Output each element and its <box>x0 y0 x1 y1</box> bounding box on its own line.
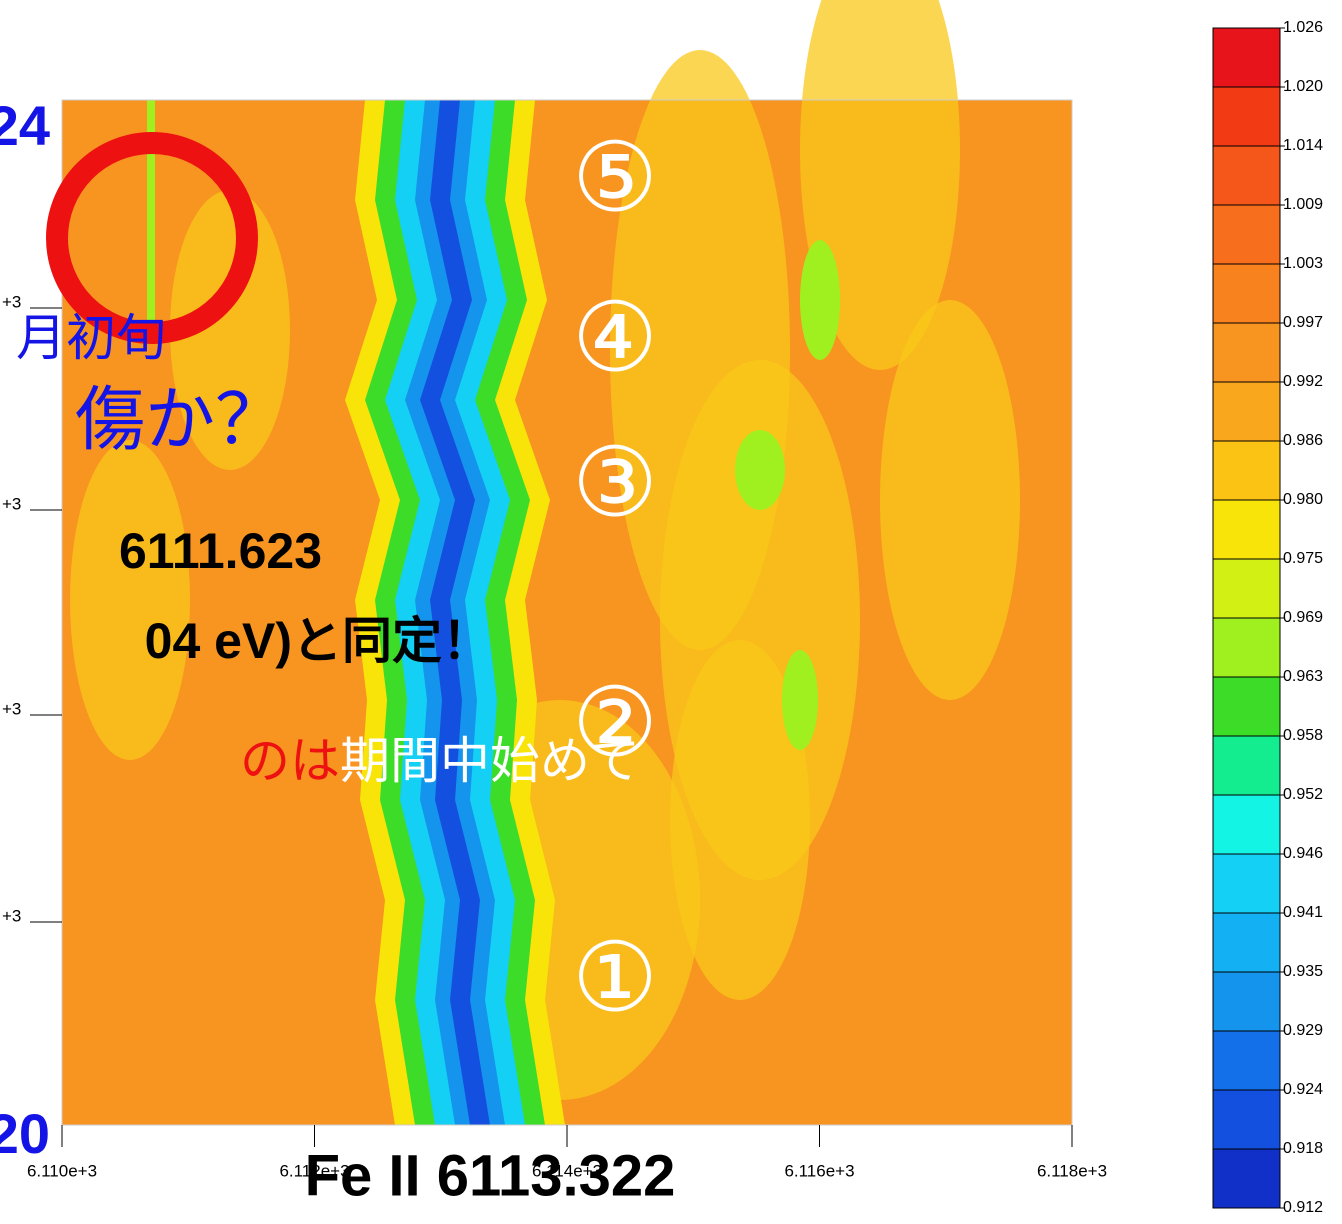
circled-number: ④ <box>572 284 658 391</box>
contour-patch <box>782 650 818 750</box>
colorbar-band <box>1212 794 1281 855</box>
colorbar-band <box>1212 617 1281 678</box>
colorbar-label: 0.918 <box>1283 1140 1323 1157</box>
colorbar-label: 1.020 <box>1283 78 1323 95</box>
contour-band <box>420 100 490 1125</box>
y-tick-label: +3 <box>2 292 21 311</box>
colorbar-band <box>1212 263 1281 324</box>
y-tick-label: +3 <box>2 906 21 925</box>
highlight-circle <box>46 132 258 344</box>
colorbar-label: 0.952 <box>1283 786 1323 803</box>
x-tick-label: 6.114e+3 <box>532 1161 602 1180</box>
top-date: 24 <box>0 94 50 157</box>
colorbar-band <box>1212 735 1281 796</box>
first-white: 期間中始めて <box>340 733 640 789</box>
contour-band <box>405 100 505 1125</box>
contour-field <box>61 0 1073 1126</box>
colorbar-band <box>1212 971 1281 1032</box>
colorbar-band <box>1212 853 1281 914</box>
circled-number: ③ <box>572 429 658 536</box>
y-tick-label: +3 <box>2 494 21 513</box>
colorbar-band <box>1212 86 1281 147</box>
colorbar-label: 0.941 <box>1283 904 1323 921</box>
colorbar-label: 1.003 <box>1283 255 1323 272</box>
colorbar-label: 0.969 <box>1283 609 1323 626</box>
colorbar-label: 0.980 <box>1283 491 1323 508</box>
colorbar-label: 0.912 <box>1283 1199 1323 1216</box>
colorbar-band <box>1212 1089 1281 1150</box>
colorbar-label: 0.924 <box>1283 1081 1323 1098</box>
colorbar-band <box>1212 1030 1281 1091</box>
colorbar-band <box>1212 204 1281 265</box>
contour-patch <box>800 240 840 360</box>
colorbar-band <box>1212 558 1281 619</box>
first-red: のは <box>240 733 340 789</box>
contour-patch <box>147 100 155 330</box>
colorbar-band <box>1212 145 1281 206</box>
colorbar-label: 0.946 <box>1283 845 1323 862</box>
circled-number: ① <box>572 924 658 1031</box>
identified-note: 04 eV)と同定！ <box>145 613 492 669</box>
x-tick-label: 6.116e+3 <box>784 1161 854 1180</box>
colorbar-label: 0.997 <box>1283 314 1323 331</box>
colorbar-band <box>1212 1148 1281 1209</box>
colorbar-label: 1.026 <box>1283 19 1323 36</box>
contour-patch <box>880 300 1020 700</box>
contour-patch <box>800 0 960 370</box>
colorbar-band <box>1212 322 1281 383</box>
colorbar-band <box>1212 27 1281 88</box>
bottom-date: 20 <box>0 1102 50 1165</box>
colorbar-label: 0.929 <box>1283 1022 1323 1039</box>
colorbar-label: 1.009 <box>1283 196 1323 213</box>
wavelength-note: 6111.623 <box>119 523 322 579</box>
y-tick-label: +3 <box>2 699 21 718</box>
colorbar-band <box>1212 676 1281 737</box>
colorbar-band <box>1212 499 1281 560</box>
colorbar-band <box>1212 912 1281 973</box>
line-label: Fe II 6113.322 <box>305 1143 676 1208</box>
colorbar-label: 0.958 <box>1283 727 1323 744</box>
contour-patch <box>170 190 290 470</box>
x-tick-label: 6.118e+3 <box>1037 1161 1107 1180</box>
colorbar-band <box>1212 440 1281 501</box>
question-note: 傷か？ <box>75 380 285 458</box>
colorbar-label: 0.935 <box>1283 963 1323 980</box>
circled-number: ⑤ <box>572 124 658 231</box>
contour-patch <box>670 640 810 1000</box>
colorbar-label: 0.986 <box>1283 432 1323 449</box>
circled-number: ② <box>572 669 658 776</box>
month-note: 月初旬 <box>16 310 166 366</box>
colorbar-label: 0.992 <box>1283 373 1323 390</box>
contour-patch <box>735 430 785 510</box>
first-note: のは期間中始めて <box>240 733 640 789</box>
colorbar-label: 0.975 <box>1283 550 1323 567</box>
contour-patch <box>70 440 190 760</box>
colorbar-label: 1.014 <box>1283 137 1323 154</box>
colorbar-label: 0.963 <box>1283 668 1323 685</box>
x-tick-label: 6.112e+3 <box>279 1161 349 1180</box>
x-tick-label: 6.110e+3 <box>27 1161 97 1180</box>
colorbar-band <box>1212 381 1281 442</box>
